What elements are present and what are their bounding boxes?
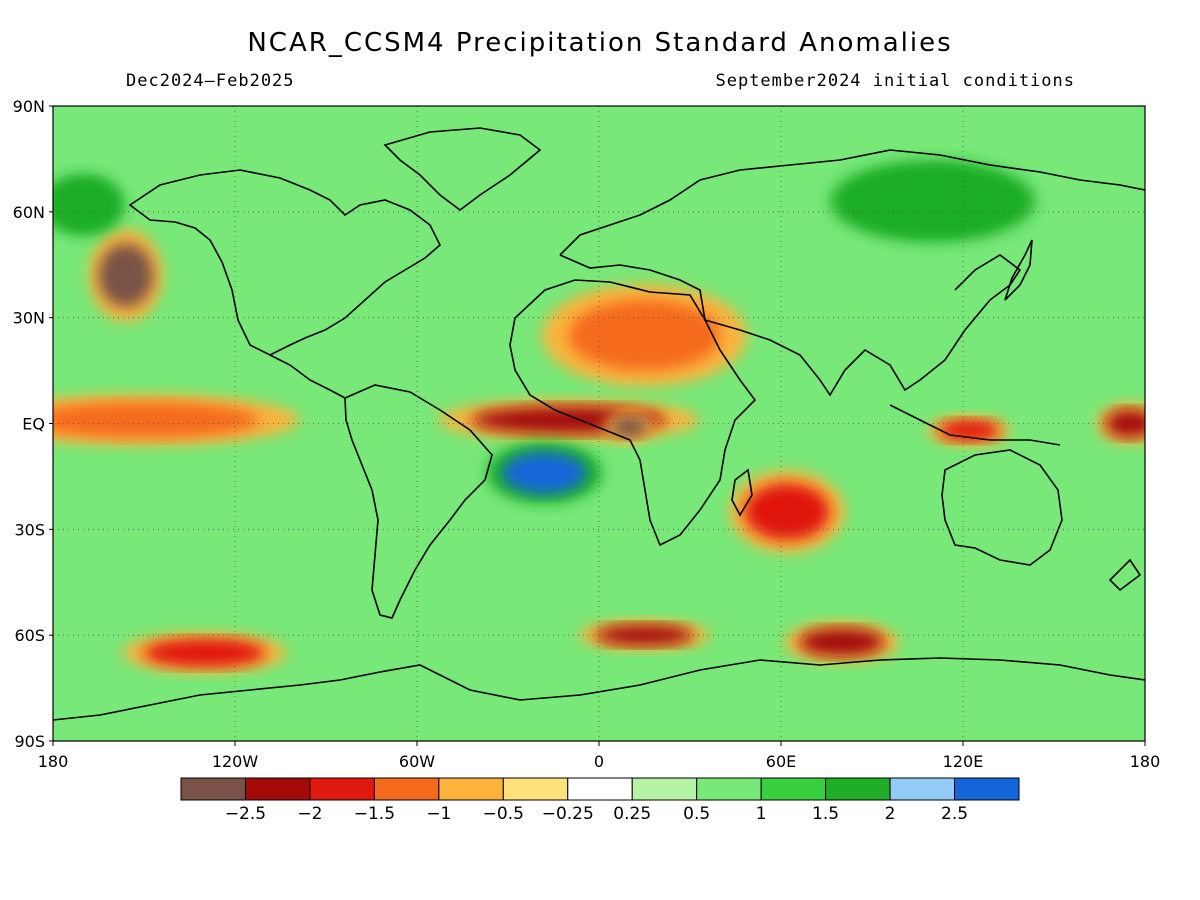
lon-tick-label: 120W: [212, 752, 259, 771]
coastline-africa: [509, 279, 757, 547]
colorbar-swatch: [631, 777, 698, 801]
lat-tick-label: 60N: [13, 203, 45, 222]
coastline-madagascar: [731, 468, 753, 517]
lon-tick-label: 60W: [399, 752, 435, 771]
initial-conditions: September2024 initial conditions: [715, 71, 1075, 91]
lon-tick-label: 60E: [766, 752, 796, 771]
coastline-australia: [941, 449, 1063, 566]
colorbar-label: −0.25: [542, 804, 594, 824]
longitude-labels: 180 120W 60W 0 60E 120E 180: [38, 741, 1161, 771]
coastline-central-america: [269, 354, 346, 399]
lat-tick-label: 30S: [14, 520, 45, 539]
coastline-eurasia: [559, 149, 1145, 256]
colorbar-swatch: [244, 777, 311, 801]
colorbar-label: 0.5: [683, 804, 710, 824]
colorbar-swatch: [825, 777, 891, 801]
colorbar-swatch: [567, 777, 633, 801]
anomaly-fields: [53, 160, 1145, 674]
siberia-wet-region: [856, 173, 1009, 230]
coastlines: [53, 127, 1145, 721]
colorbar-swatch: [180, 777, 246, 801]
colorbar-label: −1.5: [354, 804, 395, 824]
north-pacific-wet-region: [53, 183, 114, 226]
coastline-south-america: [344, 384, 493, 619]
coastline-new-zealand: [1108, 558, 1142, 592]
south-atlantic-wet-region: [501, 451, 587, 495]
colorbar-label: 0.25: [613, 804, 651, 824]
lat-tick-label: 90S: [14, 732, 45, 751]
colorbar-swatch: [373, 777, 440, 801]
lat-tick-label: 90N: [13, 97, 45, 116]
lat-tick-label: EQ: [22, 415, 45, 434]
colorbar-swatch: [502, 777, 569, 801]
coastline-north-america: [128, 169, 441, 356]
equatorial-pacific-dry-band: [53, 402, 260, 438]
colorbar-label: −1: [426, 804, 451, 824]
latitude-labels: 90N 60N 30N EQ 30S 60S 90S: [13, 97, 53, 751]
colorbar: −2.5 −2 −1.5 −1 −0.5 −0.25 0.25 0.5 1 1.5 2 2.5: [180, 777, 1020, 824]
lon-tick-label: 0: [594, 752, 604, 771]
graticule: [53, 106, 1145, 741]
colorbar-label: −2: [297, 804, 322, 824]
coastline-mediterranean: [559, 254, 706, 321]
southern-ocean-dry-band-pacific: [144, 638, 266, 667]
colorbar-swatch: [760, 777, 827, 801]
coastline-japan: [1004, 239, 1033, 301]
coastline-antarctica: [53, 657, 1145, 721]
forecast-period: Dec2024–Feb2025: [126, 71, 295, 91]
colorbar-swatch: [309, 777, 375, 801]
colorbar-label: −0.5: [483, 804, 524, 824]
colorbar-swatch: [889, 777, 956, 801]
map-area: [52, 105, 1146, 742]
colorbar-label: 1: [756, 804, 767, 824]
colorbar-swatch: [954, 777, 1020, 801]
lat-tick-label: 30N: [13, 309, 45, 328]
colorbar-swatch: [696, 777, 762, 801]
colorbar-label: 2.5: [941, 804, 968, 824]
colorbar-label: 1.5: [812, 804, 839, 824]
southern-ocean-dry-band-indian: [799, 628, 885, 657]
lon-tick-label: 180: [1130, 752, 1161, 771]
map-title: NCAR_CCSM4 Precipitation Standard Anomal…: [247, 28, 953, 58]
west-pacific-dry-region: [1105, 409, 1145, 438]
lon-tick-label: 120E: [943, 752, 984, 771]
coastline-indonesia: [889, 404, 1061, 446]
colorbar-swatch: [438, 777, 504, 801]
coastline-greenland: [383, 127, 542, 211]
coastline-south-asia: [704, 254, 1022, 397]
north-pacific-dry-core: [98, 243, 154, 308]
lon-tick-label: 180: [38, 752, 69, 771]
colorbar-label: −2.5: [225, 804, 266, 824]
lat-tick-label: 60S: [14, 626, 45, 645]
central-africa-dry-core: [611, 416, 648, 438]
colorbar-label: 2: [885, 804, 896, 824]
south-indian-ocean-dry-region: [744, 483, 830, 540]
southern-ocean-dry-band-atlantic: [595, 624, 694, 646]
sahara-arabia-dry-region: [568, 300, 721, 371]
